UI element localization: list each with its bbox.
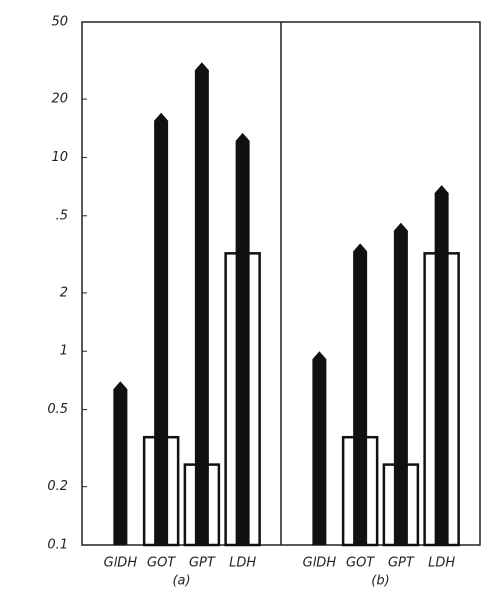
black-bar — [113, 381, 128, 545]
y-tick-label: .5 — [56, 208, 68, 223]
black-bar — [393, 222, 408, 545]
black-bar — [154, 112, 169, 545]
x-tick-label: LDH — [229, 556, 256, 571]
x-tick-label: GlDH — [104, 556, 138, 571]
black-bar — [434, 185, 449, 545]
black-bar — [312, 351, 327, 545]
x-tick-label: GOT — [147, 556, 176, 571]
black-bar — [194, 62, 209, 545]
panel-label: (a) — [172, 574, 190, 589]
y-tick-label: 0.1 — [47, 538, 68, 553]
x-tick-label: LDH — [428, 556, 455, 571]
x-tick-label: GPT — [388, 556, 415, 571]
black-bar — [353, 243, 368, 545]
y-tick-label: 20 — [51, 92, 68, 107]
x-tick-label: GPT — [189, 556, 216, 571]
black-bar — [235, 132, 250, 545]
x-tick-label: GlDH — [303, 556, 337, 571]
panel-label: (b) — [371, 574, 389, 589]
x-tick-label: GOT — [346, 556, 375, 571]
y-tick-label: 10 — [51, 150, 68, 165]
y-tick-label: 50 — [51, 15, 68, 30]
y-tick-label: 0.5 — [47, 402, 68, 417]
y-tick-label: 1 — [60, 344, 68, 359]
y-tick-label: 2 — [60, 285, 68, 300]
y-tick-label: 0.2 — [47, 479, 68, 494]
